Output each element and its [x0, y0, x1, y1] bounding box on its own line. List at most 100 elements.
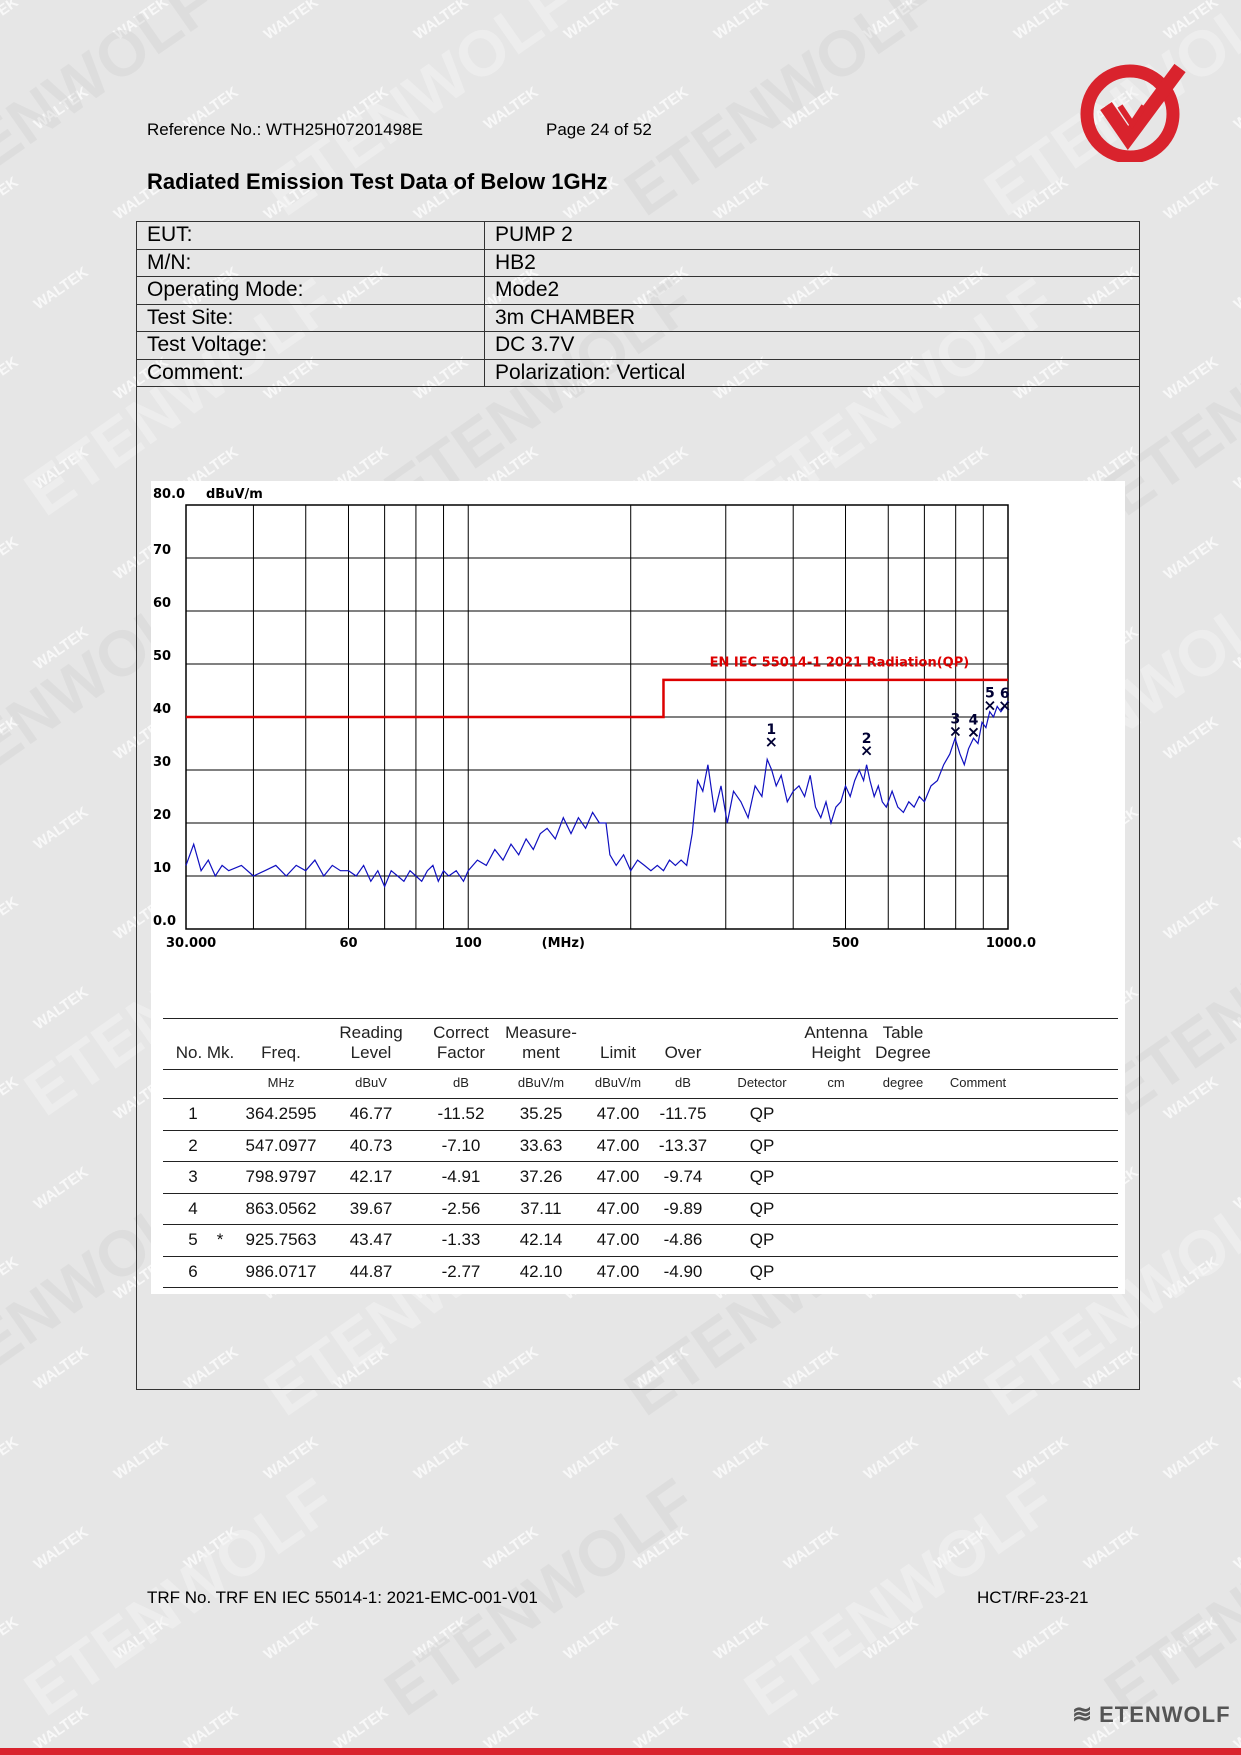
column-header-line1 [665, 1023, 702, 1043]
column-header: Over [665, 1023, 702, 1063]
watermark-text: WALTEK [1160, 0, 1222, 44]
watermark-text: WALTEK [180, 1523, 242, 1574]
column-header: Correct Factor [433, 1023, 489, 1063]
watermark-text: WALTEK [1230, 1703, 1241, 1754]
results-table: No. Mk. Freq. Reading Level Correct Factor Mea… [163, 1018, 1118, 1288]
info-key: Comment: [136, 358, 485, 387]
watermark-text: WALTEK [630, 1703, 692, 1754]
results-unit-row: MHz dBuV dB dBuV/m dBuV/m dB Detector cm degree C… [163, 1070, 1118, 1099]
watermark-text: WALTEK [260, 1433, 322, 1484]
watermark-text: WALTEK [30, 803, 92, 854]
watermark-text: WALTEK [110, 0, 172, 44]
table-row: 2 547.0977 40.73 -7.10 33.63 47.00 -13.37 QP [163, 1131, 1118, 1162]
cell-reading: 46.77 [349, 1104, 393, 1123]
y-tick-label: 20 [153, 808, 171, 823]
watermark-text: WALTEK [1230, 623, 1241, 674]
table-row: 4 863.0562 39.67 -2.56 37.11 47.00 -9.89 QP [163, 1194, 1118, 1225]
peak-marker [766, 737, 776, 747]
watermark-text: WALTEK [860, 173, 922, 224]
x-tick-label: 500 [832, 936, 859, 951]
cell-measure: 37.11 [520, 1198, 562, 1218]
watermark-text: WALTEK [0, 0, 22, 44]
trf-number: TRF No. TRF EN IEC 55014-1: 2021-EMC-001… [147, 1588, 538, 1607]
cell-limit: 47.00 [596, 1261, 640, 1281]
info-row: Test Voltage: DC 3.7V [136, 331, 1140, 360]
peak-marker-label: 4 [969, 712, 979, 728]
cell-freq: 863.0562 [245, 1198, 317, 1218]
watermark-text: WALTEK [180, 1703, 242, 1754]
cell-factor: -1.33 [441, 1230, 481, 1249]
cell-limit: 47.00 [596, 1167, 640, 1186]
watermark-text: WALTEK [30, 443, 92, 494]
column-unit: Detector [737, 1075, 787, 1090]
watermark-text: WALTEK [110, 1433, 172, 1484]
column-header-line2: Factor [436, 1043, 486, 1062]
watermark-text: WALTEK [710, 0, 772, 44]
column-header-line1: Correct [433, 1023, 489, 1042]
watermark-text: WALTEK [860, 0, 922, 44]
cell-reading: 42.17 [349, 1167, 393, 1186]
x-unit-label: (MHz) [542, 936, 585, 951]
cell-mk: * [216, 1230, 224, 1249]
watermark-text: WALTEK [1160, 1253, 1222, 1304]
column-header-line2: ment [522, 1043, 560, 1062]
cell-detector: QP [749, 1104, 775, 1123]
watermark-text: WALTEK [1230, 83, 1241, 134]
watermark-text: WALTEK [710, 173, 772, 224]
column-unit: degree [882, 1075, 924, 1090]
column-unit: dBuV/m [594, 1075, 642, 1090]
column-header-line1: Table [882, 1023, 924, 1042]
y-tick-label: 40 [153, 702, 171, 717]
peak-marker-label: 5 [985, 686, 995, 702]
cell-freq: 925.7563 [245, 1230, 317, 1249]
watermark-large-text: ETENWOLF [0, 0, 228, 230]
watermark-text: WALTEK [0, 533, 22, 584]
watermark-text: WALTEK [110, 1613, 172, 1664]
cell-limit: 47.00 [596, 1135, 640, 1155]
peak-marker [985, 701, 995, 711]
watermark-text: WALTEK [30, 1523, 92, 1574]
watermark-text: WALTEK [330, 1703, 392, 1754]
info-row: EUT: PUMP 2 [136, 221, 1140, 250]
cell-detector: QP [749, 1135, 775, 1155]
watermark-text: WALTEK [1160, 173, 1222, 224]
cell-no: 4 [188, 1198, 198, 1218]
column-header: Limit [600, 1023, 636, 1063]
info-key: M/N: [136, 248, 485, 277]
watermark-text: WALTEK [480, 83, 542, 134]
cell-factor: -4.91 [441, 1167, 481, 1186]
watermark-text: WALTEK [1230, 443, 1241, 494]
cell-limit: 47.00 [596, 1104, 640, 1123]
peak-marker [968, 727, 979, 737]
emission-chart: 80.0 70 60 50 40 30 20 10 0.0 dBuV/m 30.000 60 100 50… [153, 487, 1036, 951]
watermark-text: WALTEK [1010, 1613, 1072, 1664]
y-tick-label: 80.0 [153, 487, 185, 502]
y-tick-label: 10 [153, 861, 171, 876]
watermark-text: WALTEK [1160, 893, 1222, 944]
info-value: Polarization: Vertical [484, 358, 1140, 387]
column-unit: dB [453, 1075, 469, 1090]
info-row: M/N: HB2 [136, 248, 1140, 277]
watermark-text: WALTEK [1010, 0, 1072, 44]
peak-marker [950, 726, 961, 737]
limit-line [186, 678, 1008, 719]
column-unit: MHz [267, 1075, 295, 1090]
cell-measure: 33.63 [519, 1135, 563, 1155]
watermark-text: WALTEK [560, 1433, 622, 1484]
peak-marker [861, 746, 872, 756]
watermark-text: WALTEK [1160, 533, 1222, 584]
watermark-text: WALTEK [780, 1523, 842, 1574]
column-unit: Comment [949, 1075, 1007, 1090]
column-header-line2: Degree [875, 1043, 931, 1062]
table-row: 1 364.2595 46.77 -11.52 35.25 47.00 -11.75 QP [163, 1099, 1118, 1131]
y-unit-label: dBuV/m [206, 487, 263, 502]
cell-over: -11.75 [659, 1104, 707, 1123]
column-unit: dB [675, 1075, 691, 1090]
column-header-line2: Height [811, 1043, 861, 1062]
watermark-text: WALTEK [930, 83, 992, 134]
cell-measure: 37.26 [519, 1167, 563, 1186]
cell-factor: -2.56 [441, 1198, 481, 1218]
info-value: Mode2 [484, 276, 1140, 305]
watermark-text: WALTEK [30, 623, 92, 674]
watermark-text: WALTEK [480, 1523, 542, 1574]
